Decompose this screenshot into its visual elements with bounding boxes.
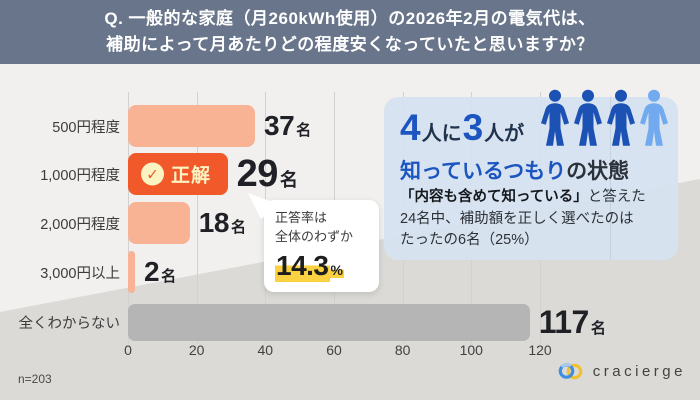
brand-logo: cracierge — [558, 360, 686, 382]
value-number: 18 — [198, 207, 230, 238]
bar-3000yen — [128, 251, 135, 293]
bar-1000yen-correct: ✓ 正解 — [128, 153, 228, 195]
category-label: 500円程度 — [52, 119, 120, 136]
x-axis-tick: 0 — [124, 342, 132, 358]
bar-row: 2,000円程度 18 名 — [0, 202, 700, 244]
headline-number-4: 4 — [400, 107, 421, 148]
headline-text: 人が — [484, 123, 525, 145]
bubble-text-line2: 全体のわずか — [275, 228, 354, 244]
x-axis-tick: 120 — [528, 342, 552, 358]
person-icon-light — [640, 89, 668, 146]
correct-badge-label: 正解 — [171, 165, 212, 187]
x-axis-tick: 40 — [257, 342, 274, 358]
category-label: 全くわからない — [18, 316, 121, 332]
callout-body-line1: 「内容も含めて知っている」と答えた — [400, 187, 666, 209]
callout-body-line2: 24名中、補助額を正しく選べたのは — [400, 210, 634, 227]
brand-name: cracierge — [592, 362, 686, 380]
value-unit: 名 — [279, 169, 298, 190]
x-axis-tick: 60 — [326, 342, 342, 358]
category-label: 2,000円程度 — [40, 216, 120, 233]
callout-body-after: と答えた — [587, 189, 646, 205]
correct-rate-percent: % — [329, 261, 344, 278]
bar-2000yen — [128, 202, 190, 244]
correct-rate-value: 14.3 % — [275, 249, 369, 282]
correct-rate-bubble: 正答率は 全体のわずか 14.3 % — [248, 193, 379, 292]
correct-badge: ✓ 正解 — [141, 161, 211, 188]
value-unit: 名 — [296, 122, 312, 139]
headline-text: 人に — [421, 123, 462, 145]
bubble-tail — [248, 193, 278, 219]
person-icons — [540, 89, 669, 147]
bar-dont-know — [128, 304, 530, 341]
bar-row: 1,000円程度 ✓ 正解 29 名 — [0, 153, 700, 195]
value-number: 37 — [264, 110, 295, 141]
gridline — [610, 97, 611, 260]
cracierge-loops-icon — [558, 362, 583, 380]
value-number: 2 — [144, 256, 160, 287]
category-label: 3,000円以上 — [40, 265, 120, 282]
question-header: Q. 一般的な家庭（月260kWh使用）の2026年2月の電気代は、 補助によっ… — [0, 0, 700, 64]
value-number: 29 — [236, 152, 279, 195]
callout-subheadline: 知っているつもりの状態 — [400, 155, 629, 185]
subheadline-blue: 知っているつもり — [400, 160, 567, 183]
bar-500yen — [128, 105, 255, 147]
question-title-line2: 補助によって月あたりどの程度安くなっていたと思いますか？ — [106, 34, 594, 54]
sample-size: n=203 — [18, 372, 52, 386]
value-label: 117 名 — [539, 304, 606, 341]
callout-body-line3: たったの6名（25%） — [400, 232, 539, 248]
bar-chart: 500円程度 37 名 1,000円程度 ✓ 正解 29 名 2,000円程度 18… — [0, 64, 700, 400]
x-axis-tick: 80 — [394, 342, 411, 358]
value-unit: 名 — [590, 320, 606, 337]
callout-body: 「内容も含めて知っている」と答えた 24名中、補助額を正しく選べたのは たったの… — [400, 187, 666, 252]
callout-body-bold: 「内容も含めて知っている」 — [400, 189, 588, 205]
value-label: 37 名 — [264, 110, 311, 142]
value-unit: 名 — [161, 268, 177, 285]
value-label: 18 名 — [199, 207, 246, 239]
value-unit: 名 — [230, 219, 246, 236]
subheadline-dark: の状態 — [566, 160, 630, 183]
x-axis-tick: 20 — [188, 342, 205, 358]
value-number: 117 — [538, 304, 590, 340]
correct-rate-number: 14.3 — [275, 249, 330, 282]
x-axis-tick: 100 — [459, 342, 483, 358]
value-label: 29 名 — [237, 153, 298, 196]
question-title-line1: Q. 一般的な家庭（月260kWh使用）の2026年2月の電気代は、 — [104, 8, 596, 28]
bar-row: 全くわからない 117 名 — [0, 304, 700, 341]
headline-number-3: 3 — [462, 107, 484, 148]
bubble-text-line1: 正答率は — [275, 210, 328, 225]
person-icon — [574, 89, 602, 146]
person-icon — [541, 89, 569, 146]
bar-row: 500円程度 37 名 — [0, 105, 700, 147]
callout-headline: 4 人に 3 人が — [400, 107, 525, 149]
check-icon: ✓ — [141, 162, 164, 186]
category-label: 1,000円程度 — [40, 167, 120, 184]
gridline — [196, 92, 198, 344]
person-icon — [607, 89, 635, 146]
insight-callout: 4 人に 3 人が 知っているつもりの状態 「内容も含めて知っている」と答えた … — [384, 89, 678, 260]
